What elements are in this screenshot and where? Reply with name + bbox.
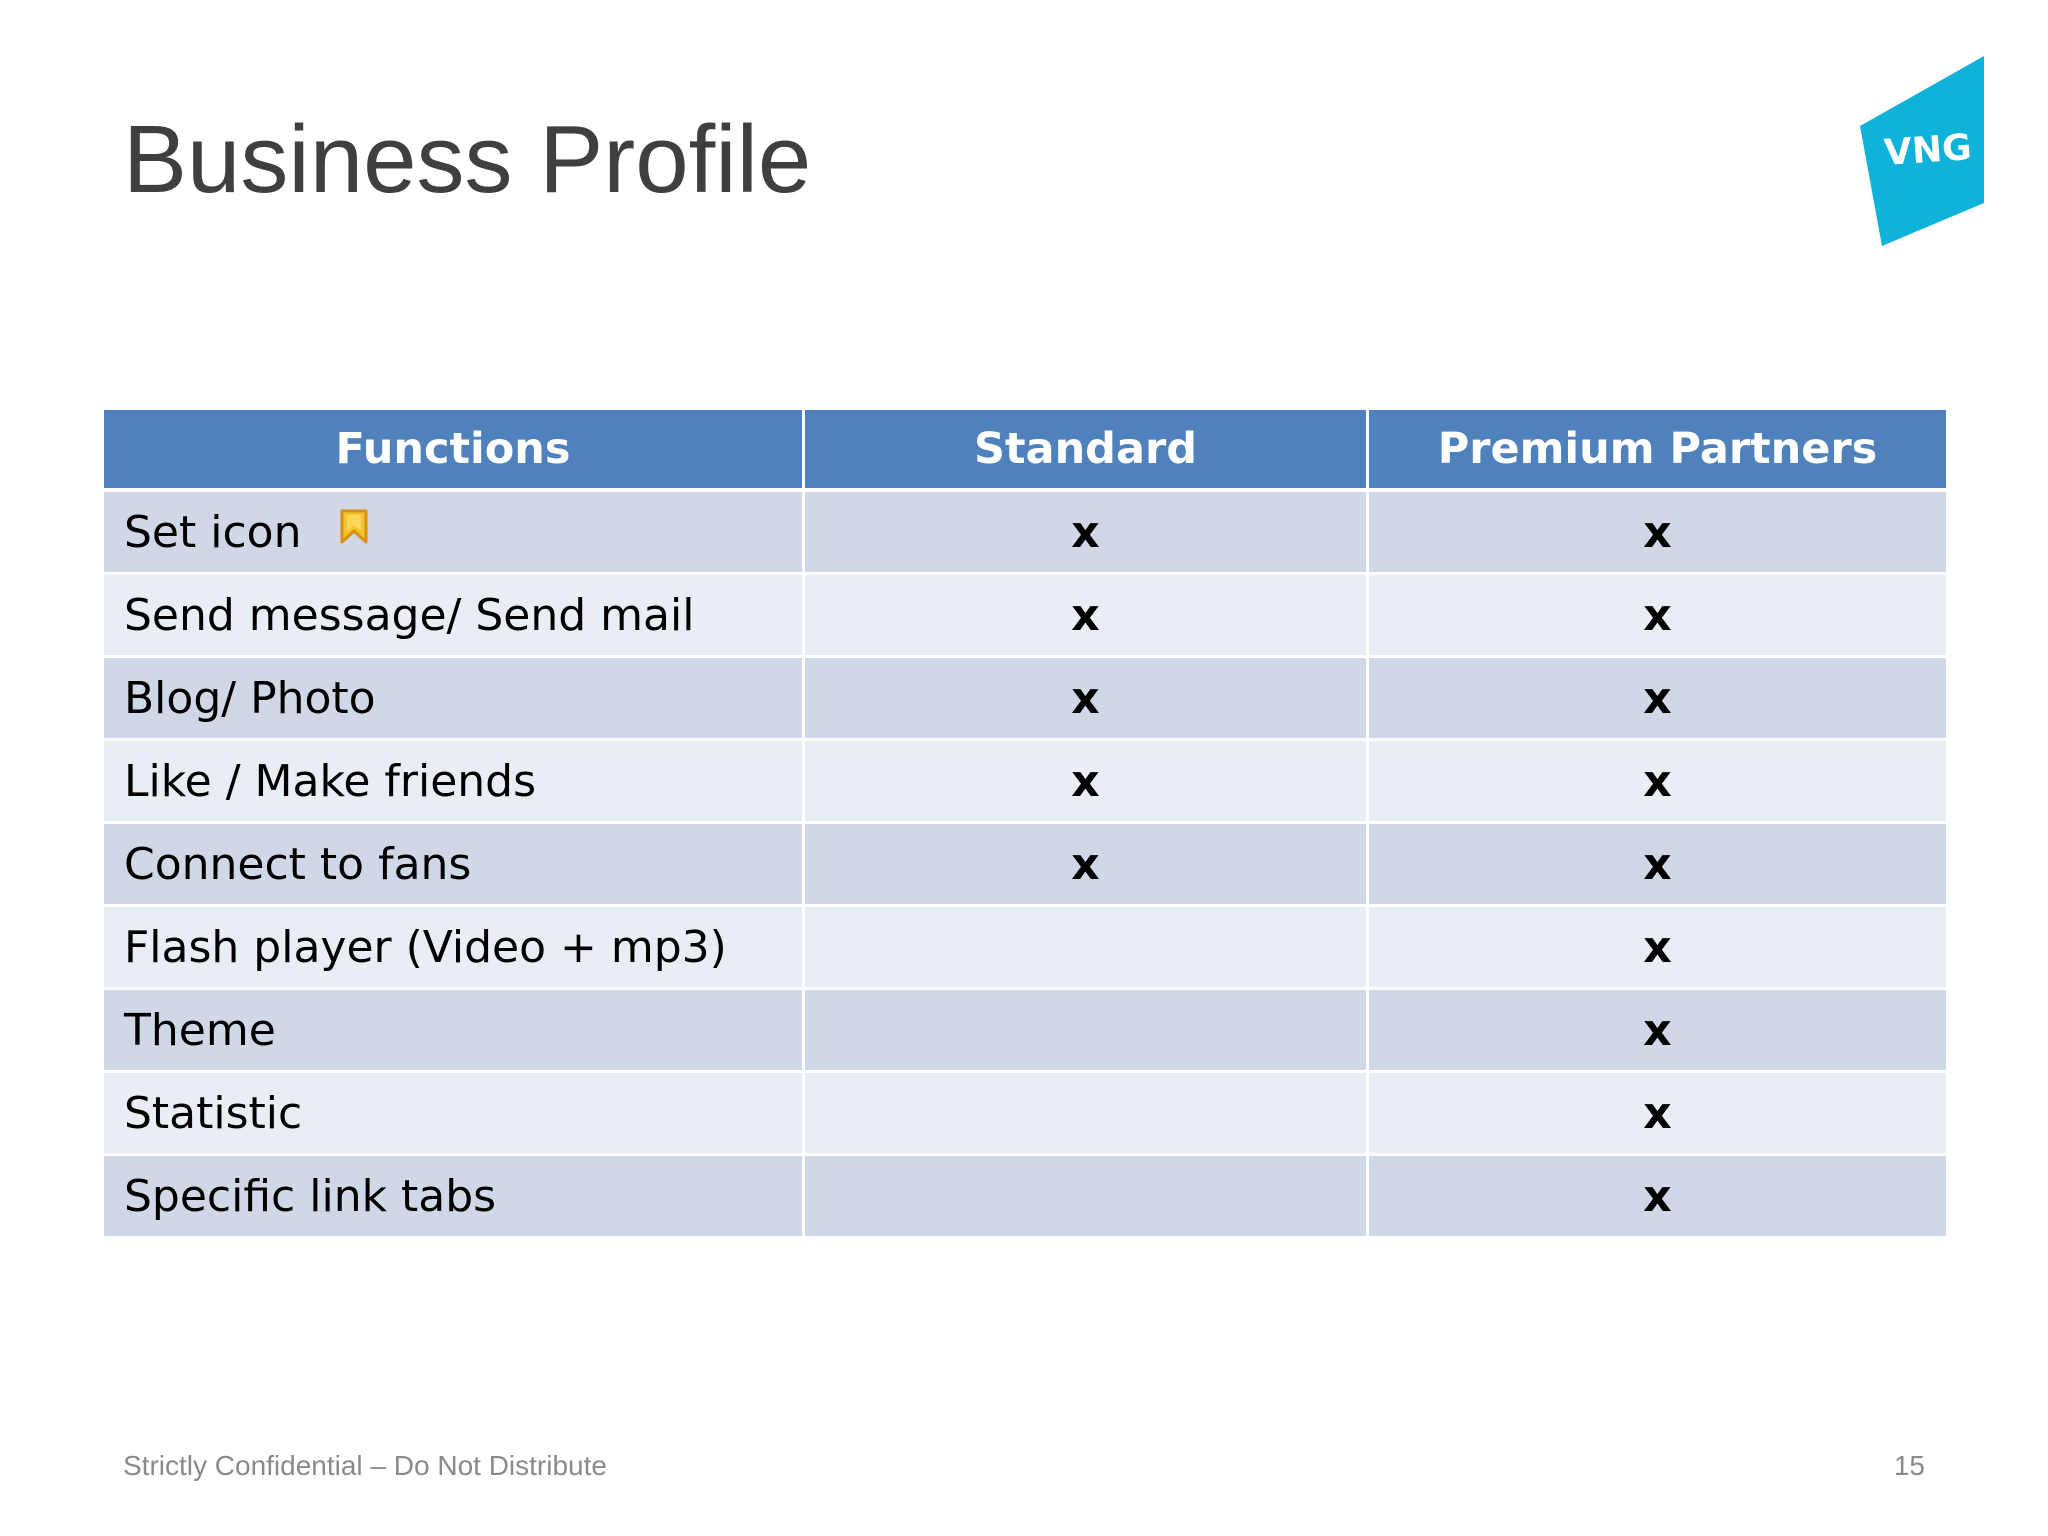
function-label: Like / Make friends — [124, 755, 537, 807]
header-functions: Functions — [104, 410, 802, 492]
function-cell: Set icon — [104, 492, 802, 575]
table-header-row: Functions Standard Premium Partners — [104, 410, 1946, 492]
function-label: Send message/ Send mail — [124, 589, 695, 641]
table-row: Connect to fans x x — [104, 824, 1946, 907]
table-row: Set icon x x — [104, 492, 1946, 575]
premium-cell: x — [1366, 824, 1946, 907]
function-label: Statistic — [124, 1087, 303, 1139]
function-cell: Theme — [104, 990, 802, 1073]
standard-cell — [802, 907, 1366, 990]
premium-cell: x — [1366, 741, 1946, 824]
function-cell: Blog/ Photo — [104, 658, 802, 741]
page-number: 15 — [1893, 1450, 1925, 1481]
function-cell: Specific link tabs — [104, 1156, 802, 1236]
features-table: Functions Standard Premium Partners Set … — [104, 410, 1946, 1236]
function-cell: Connect to fans — [104, 824, 802, 907]
header-standard: Standard — [802, 410, 1366, 492]
standard-cell — [802, 1073, 1366, 1156]
page-title: Business Profile — [123, 106, 812, 213]
table-row: Like / Make friends x x — [104, 741, 1946, 824]
function-label: Theme — [124, 1004, 276, 1056]
table-row: Send message/ Send mail x x — [104, 575, 1946, 658]
vng-logo: VNG — [1856, 56, 1984, 246]
standard-cell — [802, 1156, 1366, 1236]
logo-text: VNG — [1883, 127, 1973, 174]
premium-cell: x — [1366, 907, 1946, 990]
premium-cell: x — [1366, 492, 1946, 575]
premium-cell: x — [1366, 658, 1946, 741]
function-label: Set icon — [124, 506, 302, 558]
table-row: Theme x — [104, 990, 1946, 1073]
function-cell: Flash player (Video + mp3) — [104, 907, 802, 990]
bookmark-icon — [339, 509, 369, 545]
table-row: Statistic x — [104, 1073, 1946, 1156]
function-cell: Like / Make friends — [104, 741, 802, 824]
function-label: Blog/ Photo — [124, 672, 376, 724]
function-label: Specific link tabs — [124, 1170, 497, 1222]
standard-cell: x — [802, 575, 1366, 658]
premium-cell: x — [1366, 1156, 1946, 1236]
premium-cell: x — [1366, 1073, 1946, 1156]
function-label: Flash player (Video + mp3) — [124, 921, 727, 973]
premium-cell: x — [1366, 575, 1946, 658]
function-cell: Statistic — [104, 1073, 802, 1156]
standard-cell: x — [802, 824, 1366, 907]
function-label: Connect to fans — [124, 838, 472, 890]
standard-cell — [802, 990, 1366, 1073]
standard-cell: x — [802, 492, 1366, 575]
function-cell: Send message/ Send mail — [104, 575, 802, 658]
standard-cell: x — [802, 741, 1366, 824]
table-row: Specific link tabs x — [104, 1156, 1946, 1236]
header-premium: Premium Partners — [1366, 410, 1946, 492]
premium-cell: x — [1366, 990, 1946, 1073]
table-row: Blog/ Photo x x — [104, 658, 1946, 741]
table-row: Flash player (Video + mp3) x — [104, 907, 1946, 990]
standard-cell: x — [802, 658, 1366, 741]
confidential-footer: Strictly Confidential – Do Not Distribut… — [123, 1450, 607, 1481]
